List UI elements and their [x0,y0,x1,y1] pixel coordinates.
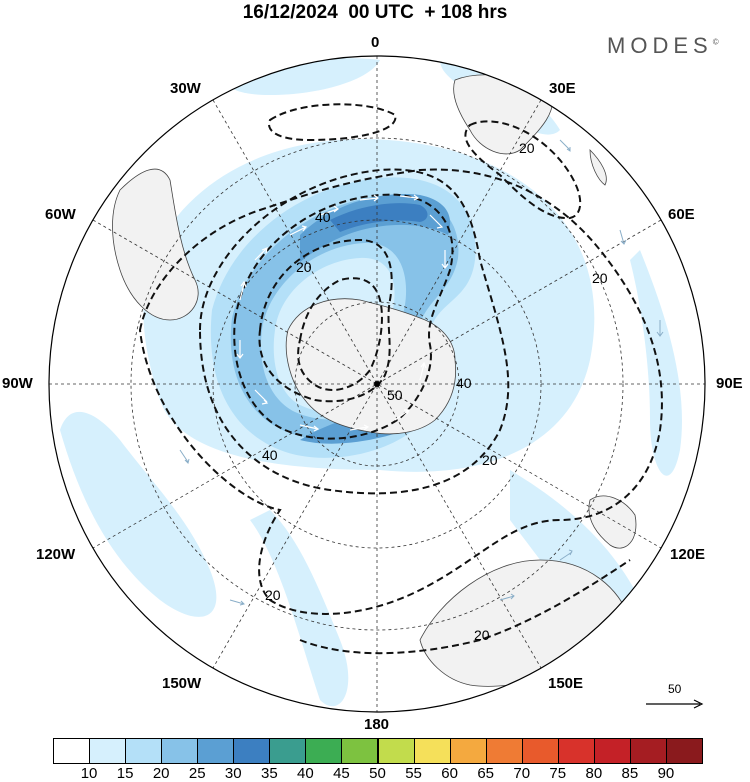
contour-label: 20 [265,587,281,603]
lon-label-90w: 90W [2,375,33,392]
contour-label: 20 [592,270,608,286]
colorbar-tick-label: 45 [333,765,350,782]
colorbar-swatch [593,738,631,764]
colorbar-swatch [89,738,127,764]
colorbar-tick-label: 60 [441,765,458,782]
colorbar-tick-label: 70 [513,765,531,782]
madagascar [589,149,607,186]
colorbar-swatch [125,738,163,764]
landmasses [112,74,637,687]
lon-label-120e: 120E [670,546,706,563]
chart-title: 16/12/2024 00 UTC + 108 hrs [242,2,508,23]
lon-label-30e: 30E [549,80,576,97]
south-america [112,168,199,321]
colorbar-swatch [161,738,199,764]
south-pole-marker [374,381,380,387]
colorbar-swatch [53,738,91,764]
colorbar-swatch [557,738,595,764]
brand-text: MODES [607,33,713,58]
colorbar-swatch [377,738,415,764]
copyright-mark: © [712,37,719,47]
colorbar-tick-label: 55 [405,765,422,782]
colorbar-tick-label: 25 [188,765,206,782]
colorbar-swatch [305,738,343,764]
colorbar-swatch [413,738,451,764]
polar-map: 20 20 20 20 20 20 40 40 40 50 60 [48,55,706,713]
wind-vectors [236,194,449,432]
colorbar-swatch [629,738,667,764]
colorbar-swatch [521,738,559,764]
lon-label-150e: 150E [548,675,584,692]
contour-label: 40 [262,447,278,463]
colorbar-swatch [665,738,703,764]
colorbar-swatch [233,738,271,764]
colorbar-tick-label: 50 [369,765,386,782]
new-zealand [588,495,637,549]
lon-label-60e: 60E [668,206,695,223]
colorbar-tick-label: 75 [549,765,567,782]
colorbar-tick-label: 20 [152,765,170,782]
geopotential-contours [138,103,663,655]
modes-logo: MODES© [607,33,719,59]
outer-wind-vectors [179,63,664,606]
colorbar-tick-label: 35 [260,765,278,782]
colorbar-swatch [485,738,523,764]
contour-label: 20 [296,259,312,275]
colorbar-swatch [449,738,487,764]
contour-label: 20 [474,627,490,643]
lon-label-90e: 90E [716,375,743,392]
colorbar-tick-label: 80 [585,765,603,782]
contour-label: 40 [315,209,331,225]
colorbar-tick-label: 65 [477,765,494,782]
lon-label-120w: 120W [36,546,76,563]
colorbar-swatch [341,738,379,764]
map-boundary [48,55,706,713]
right-arrow-icon [646,699,704,709]
contour-labels: 20 20 20 20 20 20 40 40 40 50 60 [262,140,608,643]
lon-label-180: 180 [364,716,390,733]
lon-label-60w: 60W [45,206,76,223]
colorbar-swatch [269,738,307,764]
colorbar-tick-label: 10 [80,765,98,782]
colorbar-tick-label: 15 [116,765,134,782]
contour-label: 40 [456,375,472,391]
colorbar-tick-label: 90 [657,765,675,782]
reference-vector-label: 50 [668,682,682,696]
lon-label-30w: 30W [170,80,201,97]
lon-label-0: 0 [371,34,380,51]
colorbar-tick-label: 40 [297,765,314,782]
contour-label: 20 [519,140,535,156]
antarctica [285,298,456,435]
contour-label: 50 [387,387,403,403]
graticule [49,56,705,712]
colorbar-tick-label: 85 [621,765,639,782]
lon-label-150w: 150W [162,675,202,692]
contour-label: 20 [482,452,498,468]
colorbar-swatch [197,738,235,764]
colorbar-tick-label: 30 [224,765,242,782]
